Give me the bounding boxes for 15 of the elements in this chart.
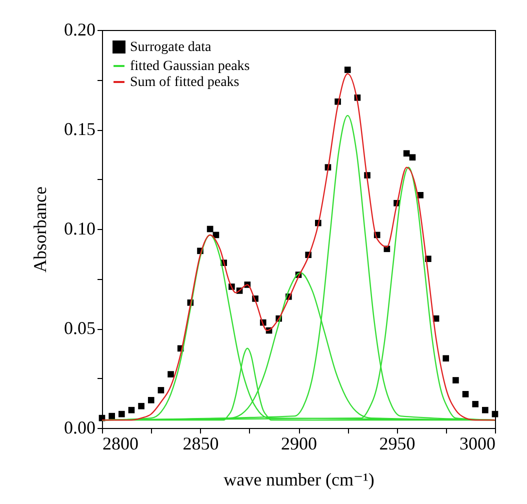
legend-label: Surrogate data [130,40,212,55]
y-tick-label: 0.20 [64,20,96,40]
x-axis-title: wave number (cm⁻¹) [224,470,374,490]
legend-label: fitted Gaussian peaks [130,59,250,74]
x-tick-label: 2950 [379,434,416,454]
x-tick-label: 2850 [182,434,219,454]
y-tick-label: 0.05 [64,318,96,338]
y-tick-label: 0.00 [64,418,96,438]
y-axis-title: Absorbance [30,186,50,272]
x-tick-label: 2800 [102,434,138,454]
legend-label: Sum of fitted peaks [130,75,240,90]
x-tick-label: 2900 [281,434,317,454]
x-tick-label: 3000 [460,434,496,454]
y-tick-label: 0.10 [64,218,96,238]
y-tick-label: 0.15 [64,119,96,139]
